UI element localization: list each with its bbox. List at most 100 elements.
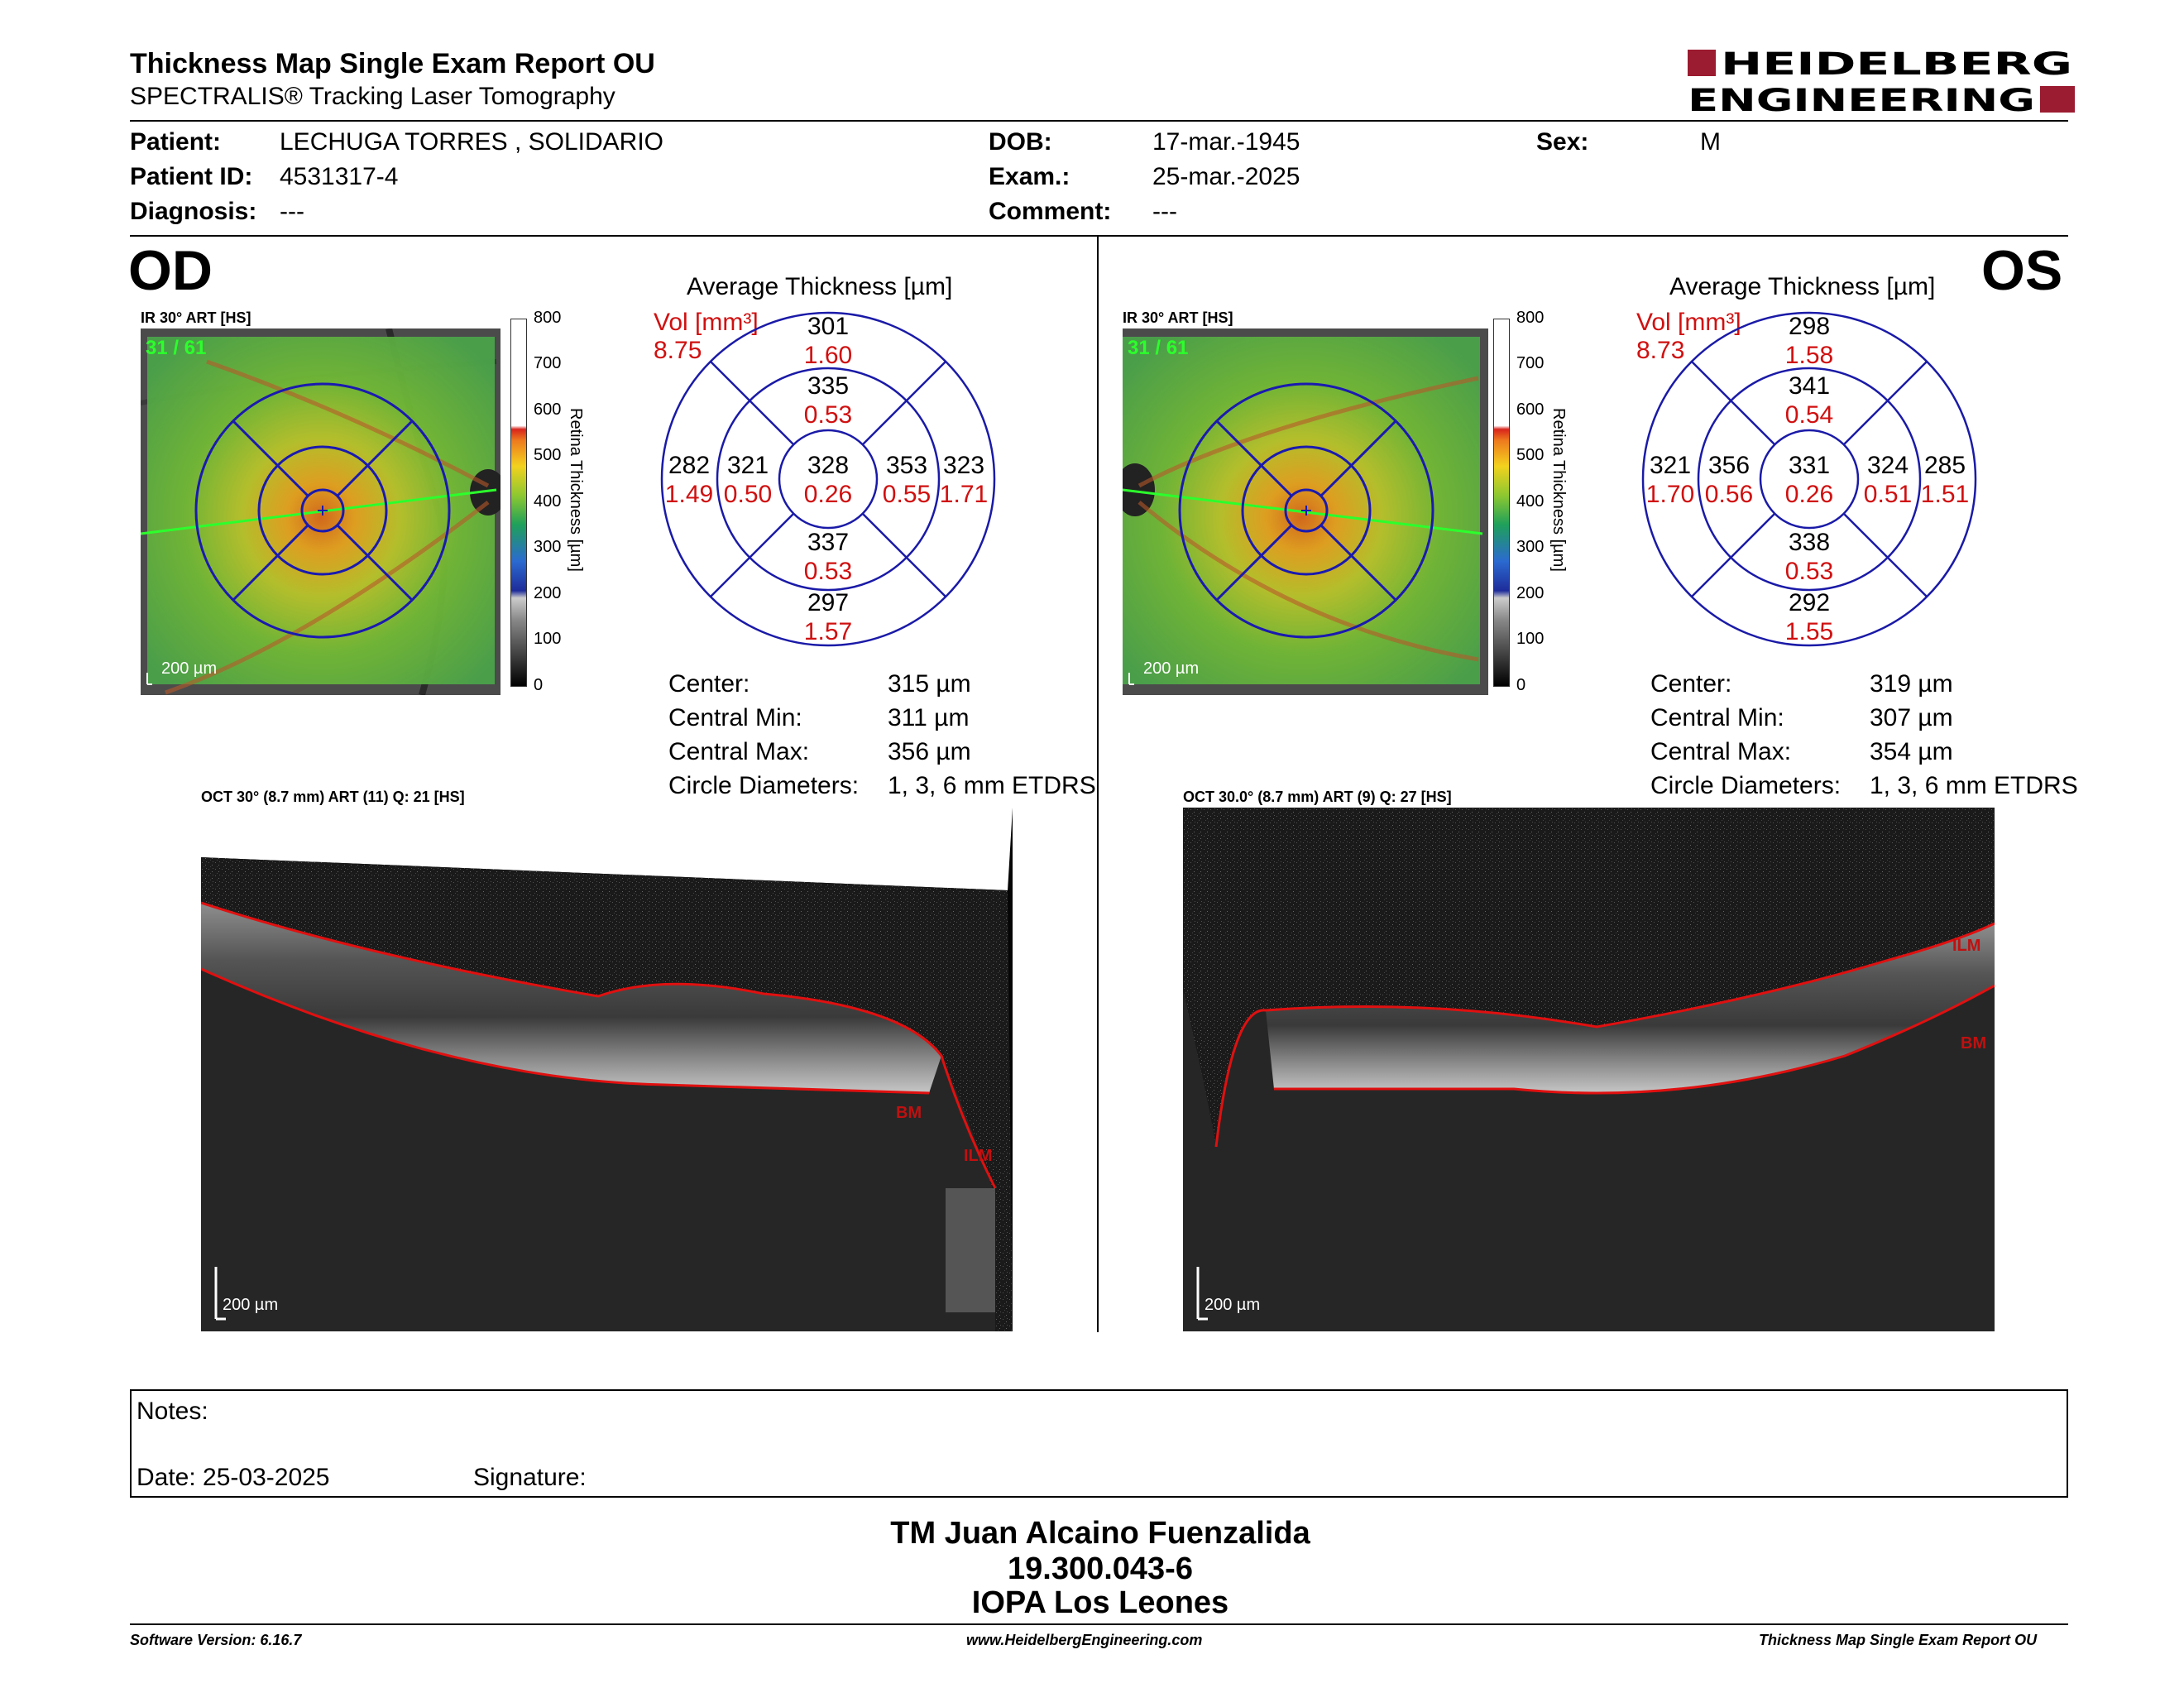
os-outer-left: 321 — [1649, 452, 1692, 479]
diagnosis-value: --- — [280, 198, 304, 225]
od-tick-700: 700 — [534, 354, 562, 372]
os-outer-right: 285 — [1923, 452, 1966, 479]
os-stats-values: 319 µm 307 µm 354 µm 1, 3, 6 mm ETDRS — [1870, 670, 2078, 806]
os-outer-left-vol: 1.70 — [1645, 481, 1695, 508]
os-inner-superior: 341 — [1788, 372, 1831, 400]
os-tick-300: 300 — [1516, 538, 1545, 556]
os-inner-right-vol: 0.51 — [1863, 481, 1913, 508]
os-max-label: Central Max: — [1650, 738, 1792, 765]
os-tick-400: 400 — [1516, 492, 1545, 511]
info-divider — [130, 235, 2068, 237]
center-divider — [1097, 237, 1099, 1332]
od-tick-0: 0 — [534, 676, 544, 694]
eye-label-od: OD — [128, 239, 213, 302]
notes-box[interactable]: Notes: Date: 25-03-2025 Signature: — [130, 1389, 2068, 1498]
os-outer-inferior-vol: 1.55 — [1784, 618, 1834, 645]
od-frame-count: 31 / 61 — [146, 337, 207, 359]
os-colorbar-gradient — [1493, 319, 1510, 687]
od-inner-left-vol: 0.50 — [723, 481, 773, 508]
od-outer-superior-vol: 1.60 — [803, 342, 853, 369]
os-tick-500: 500 — [1516, 446, 1545, 464]
od-tick-300: 300 — [534, 538, 562, 556]
patient-id-label: Patient ID: — [130, 163, 253, 190]
od-oct-bscan: BM ILM 200 µm — [201, 808, 1013, 1331]
os-colorbar: 800 700 600 500 400 300 200 100 0 — [1493, 309, 1551, 694]
os-oct-label: OCT 30.0° (8.7 mm) ART (9) Q: 27 [HS] — [1183, 789, 1452, 805]
comment-label: Comment: — [989, 198, 1112, 225]
os-etdrs-grid: 298 1.58 341 0.54 321 1.70 356 0.56 331 … — [1641, 311, 1977, 647]
od-min-value: 311 µm — [888, 704, 970, 731]
od-tick-100: 100 — [534, 630, 562, 648]
footer-institution: IOPA Los Leones — [971, 1585, 1229, 1620]
os-tick-600: 600 — [1516, 400, 1545, 419]
os-vol-value: 8.73 — [1636, 337, 1685, 364]
od-bm-label: BM — [896, 1104, 922, 1122]
os-inner-left-vol: 0.56 — [1704, 481, 1754, 508]
od-fundus-scale: 200 µm — [161, 659, 218, 678]
os-min-value: 307 µm — [1870, 704, 1953, 731]
od-inner-inferior: 337 — [807, 529, 850, 556]
od-outer-right: 323 — [942, 452, 985, 479]
header-divider — [130, 120, 2068, 122]
od-outer-inferior-vol: 1.57 — [803, 618, 853, 645]
os-diam-label: Circle Diameters: — [1650, 772, 1842, 799]
os-ir-label: IR 30° ART [HS] — [1123, 309, 1233, 326]
os-inner-inferior: 338 — [1788, 529, 1831, 556]
od-stats-values: 315 µm 311 µm 356 µm 1, 3, 6 mm ETDRS — [888, 670, 1096, 806]
od-inner-superior-vol: 0.53 — [803, 401, 853, 429]
exam-value: 25-mar.-2025 — [1152, 163, 1300, 190]
od-tick-400: 400 — [534, 492, 562, 511]
patient-label: Patient: — [130, 128, 222, 156]
os-diam-value: 1, 3, 6 mm ETDRS — [1870, 772, 2078, 799]
od-tick-800: 800 — [534, 309, 562, 327]
od-vol-value: 8.75 — [654, 337, 702, 364]
od-diam-value: 1, 3, 6 mm ETDRS — [888, 772, 1096, 799]
notes-label: Notes: — [136, 1398, 208, 1425]
os-stats-labels: Center: Central Min: Central Max: Circle… — [1650, 670, 1841, 806]
os-inner-left: 356 — [1707, 452, 1751, 479]
od-center: 328 — [807, 452, 850, 479]
od-max-label: Central Max: — [668, 738, 810, 765]
os-outer-right-vol: 1.51 — [1920, 481, 1970, 508]
od-inner-right-vol: 0.55 — [882, 481, 932, 508]
od-center-value: 315 µm — [888, 670, 971, 698]
logo-text-heidelberg: HEIDELBERG — [1721, 48, 2072, 82]
os-oct-bscan: ILM BM 200 µm — [1183, 808, 1995, 1331]
exam-label: Exam.: — [989, 163, 1070, 190]
os-fundus-map: 31 / 61 200 µm — [1123, 328, 1488, 695]
os-outer-inferior: 292 — [1788, 589, 1831, 616]
os-inner-right: 324 — [1866, 452, 1909, 479]
dob-label: DOB: — [989, 128, 1052, 156]
od-outer-right-vol: 1.71 — [939, 481, 989, 508]
os-tick-700: 700 — [1516, 354, 1545, 372]
os-vol-label: Vol [mm³] — [1636, 309, 1741, 336]
comment-value: --- — [1152, 198, 1177, 225]
os-center-value: 319 µm — [1870, 670, 1953, 698]
od-ilm-label: ILM — [964, 1147, 993, 1165]
footer-website-link[interactable]: www.HeidelbergEngineering.com — [966, 1632, 1203, 1648]
od-max-value: 356 µm — [888, 738, 971, 765]
patient-value: LECHUGA TORRES , SOLIDARIO — [280, 128, 664, 156]
od-tick-600: 600 — [534, 400, 562, 419]
od-ir-label: IR 30° ART [HS] — [141, 309, 251, 326]
os-bm-label: BM — [1961, 1034, 1987, 1053]
sex-label: Sex: — [1536, 128, 1589, 156]
od-center-label: Center: — [668, 670, 750, 698]
dob-value: 17-mar.-1945 — [1152, 128, 1300, 156]
os-oct-scale: 200 µm — [1205, 1296, 1261, 1314]
od-tick-200: 200 — [534, 584, 562, 602]
od-vol-label: Vol [mm³] — [654, 309, 759, 336]
od-inner-left: 321 — [726, 452, 769, 479]
os-ilm-label: ILM — [1952, 937, 1981, 955]
os-tick-200: 200 — [1516, 584, 1545, 602]
os-max-value: 354 µm — [1870, 738, 1953, 765]
os-center: 331 — [1788, 452, 1831, 479]
od-outer-left-vol: 1.49 — [664, 481, 714, 508]
od-oct-label: OCT 30° (8.7 mm) ART (11) Q: 21 [HS] — [201, 789, 465, 805]
footer-software-version: Software Version: 6.16.7 — [130, 1632, 302, 1648]
od-colorbar-title: Retina Thickness [µm] — [567, 408, 585, 572]
od-colorbar: 800 700 600 500 400 300 200 100 0 — [510, 309, 568, 694]
os-frame-count: 31 / 61 — [1128, 337, 1189, 359]
footer-rut: 19.300.043-6 — [1008, 1551, 1193, 1586]
os-avg-title: Average Thickness [µm] — [1669, 273, 1936, 300]
